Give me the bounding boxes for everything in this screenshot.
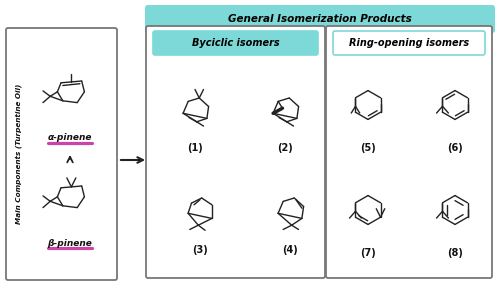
Text: Byciclic isomers: Byciclic isomers [192,38,280,48]
FancyBboxPatch shape [153,31,318,55]
Text: (3): (3) [192,245,208,255]
Text: Ring-opening isomers: Ring-opening isomers [349,38,469,48]
Text: α-pinene: α-pinene [48,133,92,143]
Text: (7): (7) [360,248,376,258]
Text: (1): (1) [187,143,203,153]
FancyBboxPatch shape [146,6,494,32]
Text: β-pinene: β-pinene [48,238,92,247]
Text: (4): (4) [282,245,298,255]
Text: (5): (5) [360,143,376,153]
FancyBboxPatch shape [333,31,485,55]
FancyBboxPatch shape [146,26,325,278]
Text: Main Components (Turpentine Oil): Main Components (Turpentine Oil) [16,84,22,224]
Text: (2): (2) [277,143,293,153]
Text: (6): (6) [447,143,463,153]
Text: (8): (8) [447,248,463,258]
FancyBboxPatch shape [326,26,492,278]
Text: General Isomerization Products: General Isomerization Products [228,14,412,24]
FancyBboxPatch shape [6,28,117,280]
